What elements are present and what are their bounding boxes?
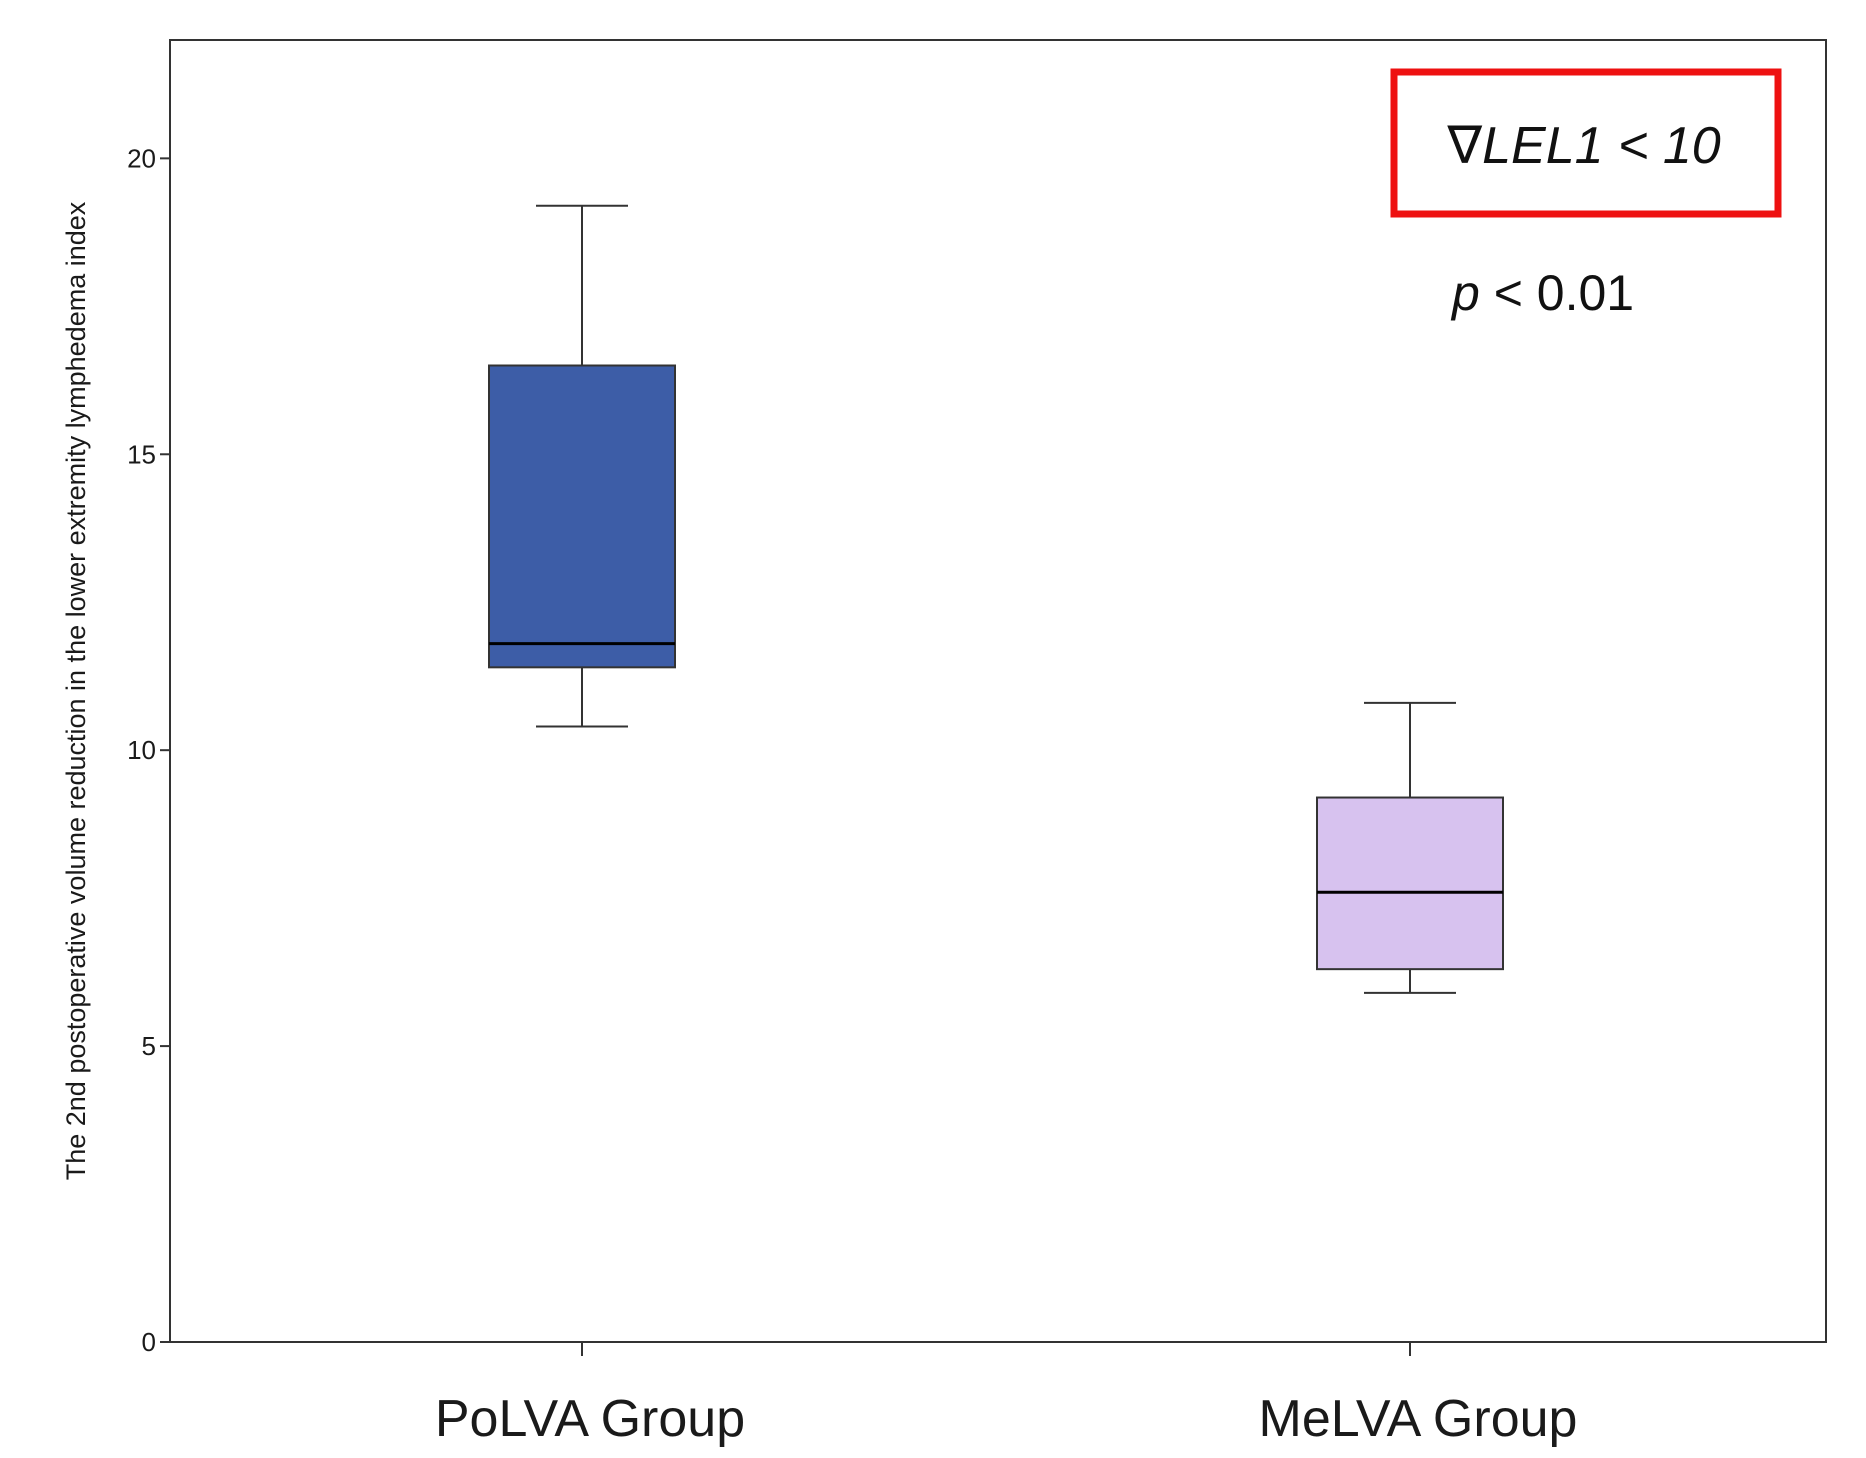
y-axis: 0 5 10 15 20 (127, 143, 170, 1357)
iqr-box (488, 364, 676, 669)
y-axis-label: The 2nd postoperative volume reduction i… (61, 201, 91, 1180)
box-series (488, 204, 1504, 994)
p-symbol: p (1450, 265, 1480, 321)
x-tick-label: MeLVA Group (1259, 1390, 1578, 1448)
y-tick-label: 15 (127, 439, 156, 469)
x-tick-label: PoLVA Group (435, 1390, 745, 1448)
p-value: < 0.01 (1480, 265, 1634, 321)
p-value-label: p < 0.01 (1450, 265, 1634, 321)
box-group (1316, 701, 1504, 994)
iqr-box (1316, 796, 1504, 971)
x-axis: PoLVA Group MeLVA Group (435, 1342, 1578, 1448)
y-tick-label: 0 (142, 1327, 156, 1357)
plot-area (169, 39, 1827, 1343)
annotation-box (1390, 68, 1782, 218)
y-tick-label: 5 (142, 1031, 156, 1061)
box-group (488, 204, 676, 728)
y-tick-label: 10 (127, 735, 156, 765)
y-tick-label: 20 (127, 143, 156, 173)
annotation-label: ∇LEL1 < 10 (1446, 117, 1720, 175)
